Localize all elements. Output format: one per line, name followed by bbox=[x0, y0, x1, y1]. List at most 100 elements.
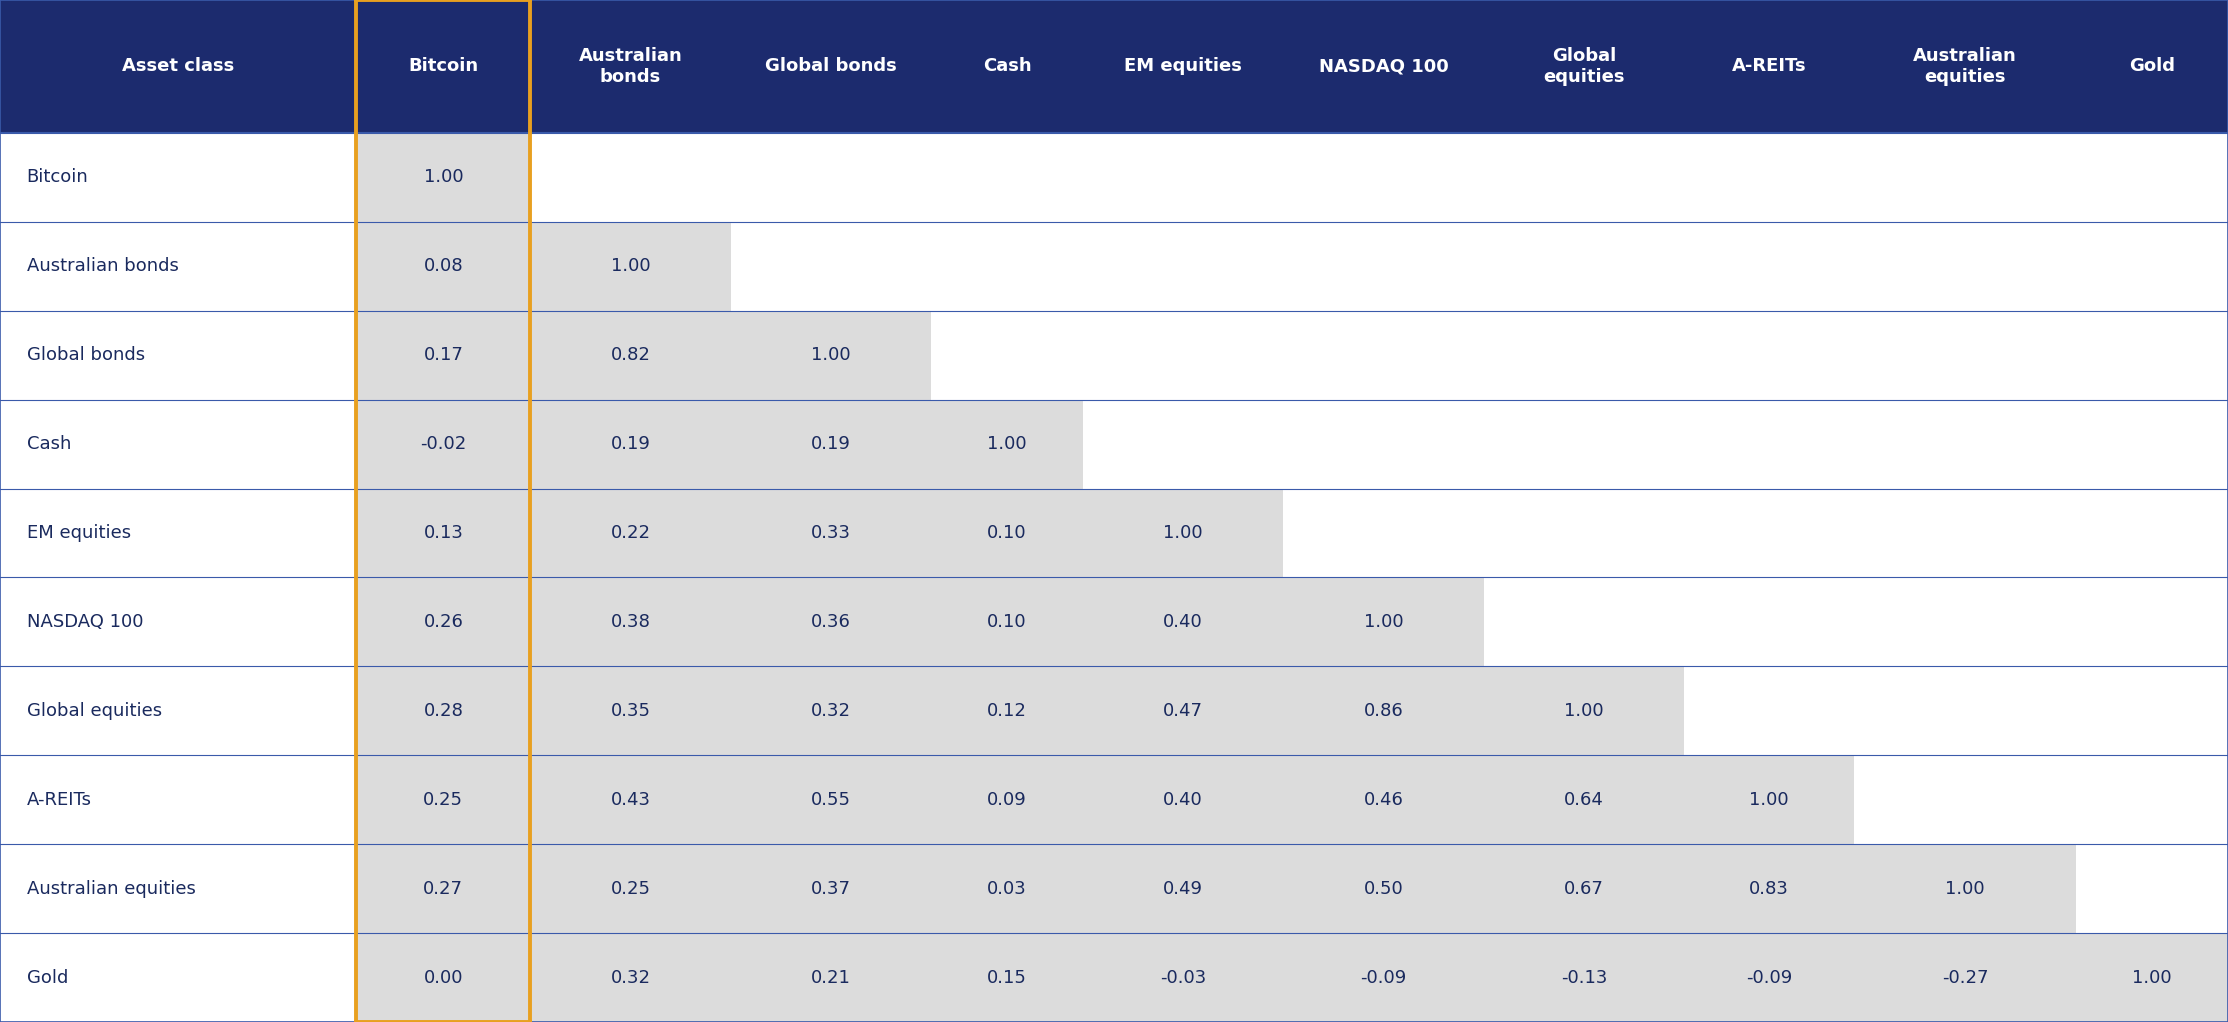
Bar bbox=[1684, 844, 1854, 933]
Text: Asset class: Asset class bbox=[123, 57, 234, 76]
Text: Australian equities: Australian equities bbox=[27, 880, 196, 897]
Bar bbox=[356, 577, 530, 666]
Text: A-REITs: A-REITs bbox=[1731, 57, 1807, 76]
Bar bbox=[530, 400, 731, 489]
Bar bbox=[0, 400, 2228, 489]
Bar bbox=[1283, 933, 1484, 1022]
Bar bbox=[0, 489, 2228, 577]
Text: 0.13: 0.13 bbox=[423, 524, 463, 542]
Text: 0.46: 0.46 bbox=[1364, 791, 1404, 808]
Bar bbox=[931, 844, 1083, 933]
Bar bbox=[1283, 666, 1484, 755]
Text: 0.21: 0.21 bbox=[811, 969, 851, 986]
Bar bbox=[0, 0, 2228, 133]
Bar bbox=[731, 933, 931, 1022]
Bar bbox=[731, 311, 931, 400]
Bar bbox=[356, 489, 530, 577]
Text: -0.09: -0.09 bbox=[1361, 969, 1406, 986]
Text: 0.17: 0.17 bbox=[423, 346, 463, 364]
Bar bbox=[530, 577, 731, 666]
Text: 0.67: 0.67 bbox=[1564, 880, 1604, 897]
Bar bbox=[530, 933, 731, 1022]
Bar bbox=[530, 311, 731, 400]
Bar bbox=[1684, 933, 1854, 1022]
Text: 0.55: 0.55 bbox=[811, 791, 851, 808]
Text: 0.49: 0.49 bbox=[1163, 880, 1203, 897]
Text: 0.36: 0.36 bbox=[811, 613, 851, 631]
Bar bbox=[1283, 755, 1484, 844]
Text: 0.03: 0.03 bbox=[987, 880, 1027, 897]
Text: Australian bonds: Australian bonds bbox=[27, 258, 178, 275]
Text: Cash: Cash bbox=[27, 435, 71, 453]
Bar bbox=[530, 844, 731, 933]
Text: Gold: Gold bbox=[27, 969, 69, 986]
Bar bbox=[0, 844, 2228, 933]
Text: 0.10: 0.10 bbox=[987, 524, 1027, 542]
Text: 0.27: 0.27 bbox=[423, 880, 463, 897]
Bar bbox=[356, 222, 530, 311]
Bar bbox=[356, 755, 530, 844]
Text: 0.43: 0.43 bbox=[610, 791, 651, 808]
Bar bbox=[1283, 844, 1484, 933]
Text: 0.33: 0.33 bbox=[811, 524, 851, 542]
Bar bbox=[1083, 755, 1283, 844]
Text: 0.32: 0.32 bbox=[610, 969, 651, 986]
Bar bbox=[731, 844, 931, 933]
Bar bbox=[0, 577, 2228, 666]
Text: 0.10: 0.10 bbox=[987, 613, 1027, 631]
Text: 0.22: 0.22 bbox=[610, 524, 651, 542]
Bar bbox=[1083, 577, 1283, 666]
Text: 0.09: 0.09 bbox=[987, 791, 1027, 808]
Bar bbox=[1484, 666, 1684, 755]
Bar bbox=[530, 755, 731, 844]
Bar bbox=[931, 400, 1083, 489]
Text: 1.00: 1.00 bbox=[423, 169, 463, 186]
Bar bbox=[0, 133, 2228, 222]
Text: 0.19: 0.19 bbox=[811, 435, 851, 453]
Text: 0.64: 0.64 bbox=[1564, 791, 1604, 808]
Bar bbox=[1484, 844, 1684, 933]
Text: 1.00: 1.00 bbox=[1564, 702, 1604, 719]
Bar bbox=[731, 489, 931, 577]
Bar bbox=[1083, 666, 1283, 755]
Text: 1.00: 1.00 bbox=[1163, 524, 1203, 542]
Bar bbox=[0, 933, 2228, 1022]
Text: EM equities: EM equities bbox=[1125, 57, 1241, 76]
Bar bbox=[356, 311, 530, 400]
Bar bbox=[1083, 489, 1283, 577]
Text: Bitcoin: Bitcoin bbox=[27, 169, 89, 186]
Text: EM equities: EM equities bbox=[27, 524, 131, 542]
Bar bbox=[731, 666, 931, 755]
Text: 0.37: 0.37 bbox=[811, 880, 851, 897]
Bar bbox=[356, 844, 530, 933]
Text: Global bonds: Global bonds bbox=[27, 346, 145, 364]
Bar bbox=[0, 755, 2228, 844]
Bar bbox=[356, 933, 530, 1022]
Bar bbox=[530, 489, 731, 577]
Bar bbox=[0, 311, 2228, 400]
Text: 1.00: 1.00 bbox=[1364, 613, 1404, 631]
Text: 0.19: 0.19 bbox=[610, 435, 651, 453]
Text: 0.12: 0.12 bbox=[987, 702, 1027, 719]
Bar bbox=[1083, 933, 1283, 1022]
Text: 0.50: 0.50 bbox=[1364, 880, 1404, 897]
Text: Global equities: Global equities bbox=[27, 702, 163, 719]
Bar bbox=[931, 577, 1083, 666]
Text: 0.15: 0.15 bbox=[987, 969, 1027, 986]
Bar bbox=[1484, 755, 1684, 844]
Text: -0.13: -0.13 bbox=[1562, 969, 1606, 986]
Bar bbox=[1854, 933, 2076, 1022]
Text: 0.08: 0.08 bbox=[423, 258, 463, 275]
Text: 0.47: 0.47 bbox=[1163, 702, 1203, 719]
Text: 0.28: 0.28 bbox=[423, 702, 463, 719]
Bar bbox=[931, 933, 1083, 1022]
Text: 1.00: 1.00 bbox=[811, 346, 851, 364]
Bar bbox=[1684, 755, 1854, 844]
Bar bbox=[731, 577, 931, 666]
Bar bbox=[356, 133, 530, 222]
Text: Cash: Cash bbox=[983, 57, 1032, 76]
Text: 0.86: 0.86 bbox=[1364, 702, 1404, 719]
Text: 0.83: 0.83 bbox=[1749, 880, 1789, 897]
Text: 0.35: 0.35 bbox=[610, 702, 651, 719]
Text: Australian
bonds: Australian bonds bbox=[579, 47, 682, 86]
